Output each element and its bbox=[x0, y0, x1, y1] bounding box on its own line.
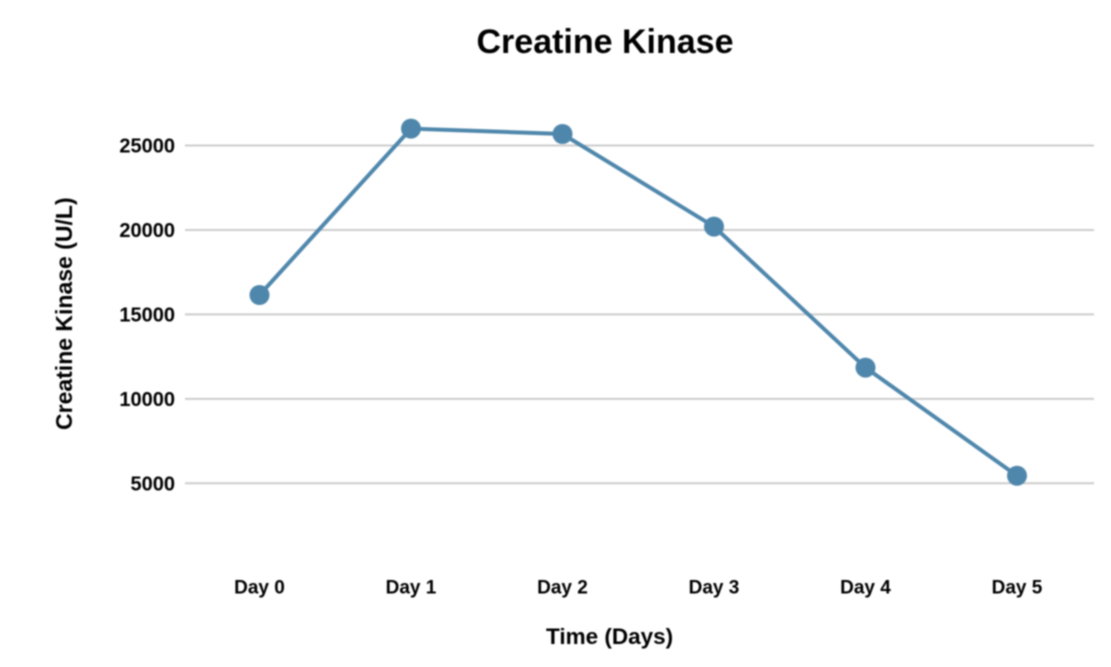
svg-text:Day 5: Day 5 bbox=[992, 578, 1043, 599]
svg-text:25000: 25000 bbox=[119, 136, 175, 158]
svg-text:Day 3: Day 3 bbox=[689, 578, 740, 599]
svg-text:Creatine Kinase (U/L): Creatine Kinase (U/L) bbox=[51, 197, 77, 430]
svg-text:10000: 10000 bbox=[119, 389, 175, 411]
svg-text:Day 2: Day 2 bbox=[537, 578, 588, 599]
svg-text:Time (Days): Time (Days) bbox=[546, 624, 673, 649]
svg-text:5000: 5000 bbox=[131, 473, 176, 495]
svg-text:20000: 20000 bbox=[119, 220, 175, 242]
svg-text:Creatine Kinase: Creatine Kinase bbox=[477, 23, 734, 61]
svg-text:Day 4: Day 4 bbox=[840, 578, 891, 599]
svg-text:Day 1: Day 1 bbox=[386, 578, 437, 599]
svg-text:15000: 15000 bbox=[119, 304, 175, 326]
svg-text:Day 0: Day 0 bbox=[234, 578, 285, 599]
